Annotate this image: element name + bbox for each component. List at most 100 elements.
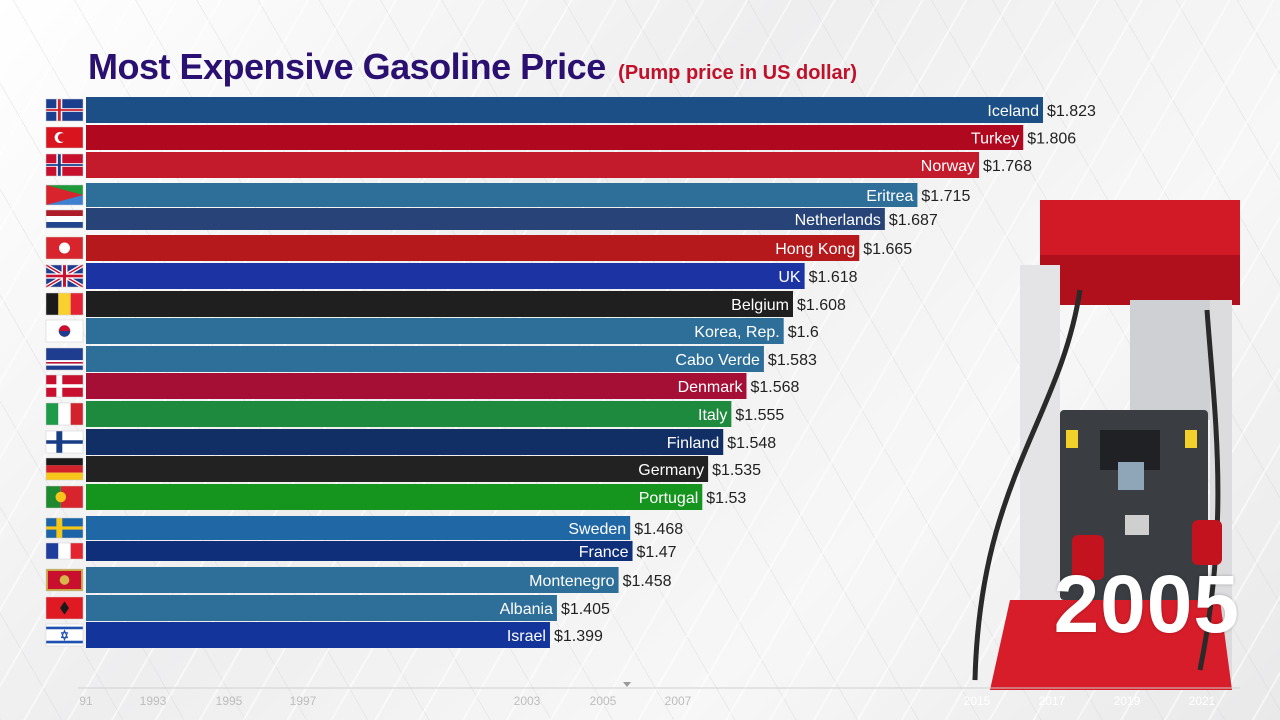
bar-israel (86, 622, 550, 648)
flags-layer (44, 98, 85, 647)
bar-country-label: Denmark (678, 379, 744, 396)
timeline-axis[interactable]: 91 1993 1995 1997 2003 2005 2007 2015 2017 2019 20… (78, 682, 1240, 708)
bar-value-label: $1.583 (768, 352, 817, 369)
bar-country-label: Turkey (971, 131, 1019, 148)
cabo-verde-flag-icon (45, 347, 84, 371)
bars-layer: Iceland $1.823 Turkey $1.806 Norway $1.768 Eri… (86, 97, 1096, 648)
bar-country-label: Portugal (639, 490, 699, 507)
bar-sweden (86, 516, 631, 540)
bar-france (86, 541, 633, 561)
bar-value-label: $1.47 (637, 544, 677, 561)
pump-keypad (1125, 515, 1149, 535)
bar-value-label: $1.768 (983, 158, 1032, 175)
pump-hose-right (1197, 309, 1221, 671)
timeline-tick-label: 2017 (1039, 694, 1066, 708)
italy-flag-icon (45, 402, 84, 426)
bar-value-label: $1.568 (750, 379, 799, 396)
pump-base (990, 600, 1232, 690)
pump-warning-sticker (1185, 430, 1197, 448)
timeline-tick-label: 1997 (290, 694, 317, 708)
bar-country-label: Germany (638, 462, 704, 479)
bar-value-label: $1.53 (706, 490, 746, 507)
bar-country-label: UK (778, 269, 801, 286)
bar-country-label: Norway (921, 158, 975, 175)
sweden-flag-icon (45, 517, 84, 539)
timeline-tick-label: 1995 (216, 694, 243, 708)
bar-albania (86, 595, 557, 621)
bar-value-label: $1.6 (788, 324, 819, 341)
bar-country-label: Korea, Rep. (694, 324, 779, 341)
pump-nozzle-left (1072, 535, 1104, 580)
chart-subtitle: (Pump price in US dollar) (618, 62, 858, 84)
bar-eritrea (86, 183, 918, 207)
uk-flag-icon (44, 263, 85, 289)
bar-value-label: $1.535 (712, 462, 761, 479)
bar-country-label: Finland (667, 435, 719, 452)
bar-montenegro (86, 567, 619, 593)
bar-value-label: $1.823 (1047, 103, 1096, 120)
bar-country-label: Iceland (987, 103, 1039, 120)
pump-warning-sticker (1066, 430, 1078, 448)
bar-country-label: France (579, 544, 629, 561)
hong-kong-flag-icon (45, 236, 84, 260)
albania-flag-icon (45, 596, 84, 620)
timeline-marker-icon[interactable] (623, 682, 631, 687)
bar-value-label: $1.555 (735, 407, 784, 424)
iceland-flag-icon (45, 98, 84, 122)
bar-korea (86, 318, 784, 344)
bar-country-label: Belgium (731, 297, 789, 314)
bar-value-label: $1.608 (797, 297, 846, 314)
timeline-tick-label: 2015 (964, 694, 991, 708)
denmark-flag-icon (45, 374, 84, 398)
norway-flag-icon (45, 153, 84, 177)
bar-denmark (86, 373, 747, 399)
bar-country-label: Eritrea (866, 188, 913, 205)
bar-country-label: Israel (507, 628, 546, 645)
timeline-tick-label: 91 (79, 694, 93, 708)
gas-pump-illustration (972, 200, 1240, 690)
timeline-tick-label: 2021 (1189, 694, 1216, 708)
bar-finland (86, 429, 724, 455)
bar-cabo-verde (86, 346, 764, 372)
belgium-flag-icon (45, 292, 84, 316)
pump-canopy (1040, 200, 1240, 260)
bar-value-label: $1.399 (554, 628, 603, 645)
bar-hong-kong (86, 235, 860, 261)
bar-uk (86, 263, 805, 289)
bar-country-label: Italy (698, 407, 727, 424)
bar-country-label: Cabo Verde (675, 352, 760, 369)
timeline-tick-label: 2003 (514, 694, 541, 708)
year-label: 2005 (1053, 559, 1240, 650)
israel-flag-icon (45, 623, 84, 647)
bar-country-label: Albania (500, 601, 553, 618)
bar-turkey (86, 125, 1024, 150)
germany-flag-icon (45, 457, 84, 481)
bar-belgium (86, 291, 793, 317)
bar-country-label: Montenegro (529, 573, 614, 590)
bar-value-label: $1.405 (561, 601, 610, 618)
bar-country-label: Netherlands (795, 212, 881, 229)
bar-norway (86, 152, 980, 178)
chart-title: Most Expensive Gasoline Price (88, 46, 606, 87)
pump-nozzle-right (1192, 520, 1222, 565)
france-flag-icon (45, 542, 84, 560)
bar-value-label: $1.468 (634, 521, 683, 538)
eritrea-flag-icon (45, 184, 84, 206)
bar-value-label: $1.715 (921, 188, 970, 205)
pump-column (1130, 300, 1210, 420)
bar-value-label: $1.618 (809, 269, 858, 286)
bar-country-label: Hong Kong (775, 241, 855, 258)
timeline-tick-label: 2019 (1114, 694, 1141, 708)
bar-value-label: $1.687 (889, 212, 938, 229)
bar-value-label: $1.665 (863, 241, 912, 258)
bar-netherlands (86, 208, 885, 230)
bar-country-label: Sweden (568, 521, 626, 538)
timeline-tick-label: 2005 (590, 694, 617, 708)
bar-iceland (86, 97, 1043, 123)
bar-value-label: $1.548 (727, 435, 776, 452)
korea-flag-icon (45, 319, 84, 343)
pump-hose-left (972, 289, 1083, 681)
bar-italy (86, 401, 732, 427)
bar-germany (86, 456, 709, 482)
